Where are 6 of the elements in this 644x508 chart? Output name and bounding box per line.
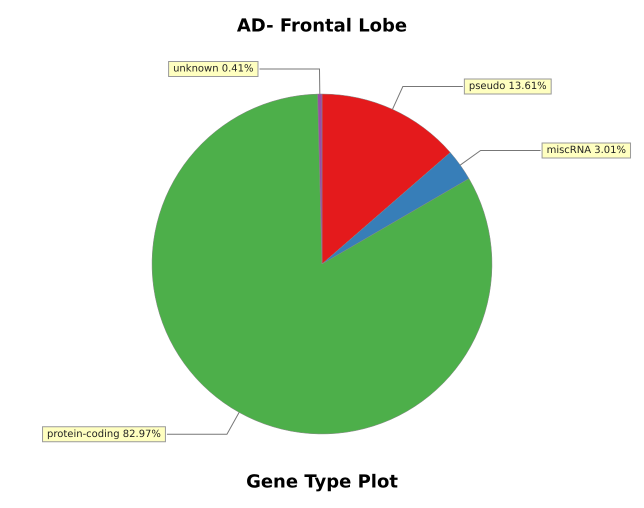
chart-title: AD- Frontal Lobe [236, 16, 408, 36]
slice-label: pseudo 13.61% [468, 81, 547, 92]
text: Gene Type Plot [246, 472, 398, 492]
slice-label: unknown 0.41% [173, 64, 254, 75]
slice-label: protein-coding 82.97% [47, 428, 161, 440]
slice-label: miscRNA 3.01% [546, 145, 626, 156]
